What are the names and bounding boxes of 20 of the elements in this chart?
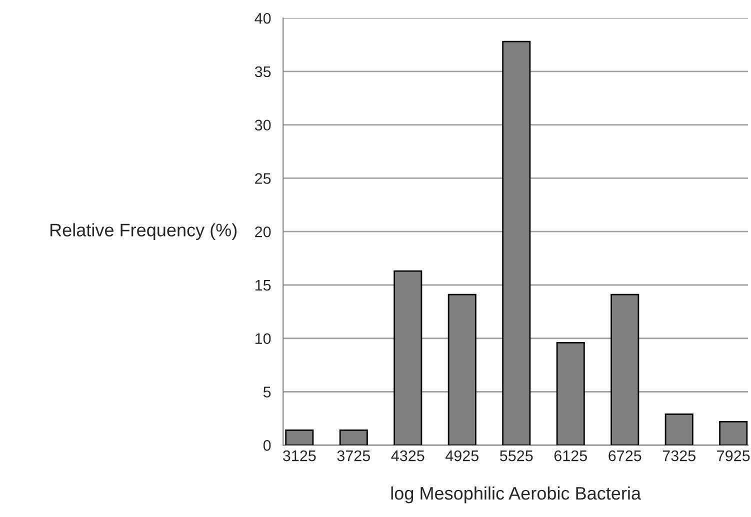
- y-tick-label: 35: [254, 66, 271, 78]
- y-tick-label: 15: [255, 280, 271, 291]
- x-tick-label: 3125: [282, 450, 316, 462]
- y-tick-label: 25: [255, 173, 271, 184]
- y-tick-label: 30: [254, 120, 271, 131]
- y-tick-label: 0: [263, 440, 271, 451]
- x-tick-label: 7925: [717, 450, 750, 462]
- x-tick-label: 6725: [608, 450, 642, 462]
- x-tick-label: 7325: [662, 450, 696, 462]
- y-axis-title: Relative Frequency (%): [50, 223, 237, 240]
- y-tick-label: 20: [255, 226, 271, 238]
- x-tick-label: 6125: [554, 450, 587, 462]
- x-tick-label: 5525: [500, 450, 533, 462]
- x-tick-label: 4925: [445, 450, 478, 462]
- x-tick-label: 3725: [337, 450, 370, 462]
- y-tick-label: 10: [255, 333, 271, 344]
- x-axis-title: log Mesophilic Aerobic Bacteria: [391, 486, 642, 504]
- y-tick-label: 40: [254, 12, 271, 24]
- y-tick-label: 5: [263, 386, 271, 398]
- x-tick-label: 4325: [391, 450, 424, 462]
